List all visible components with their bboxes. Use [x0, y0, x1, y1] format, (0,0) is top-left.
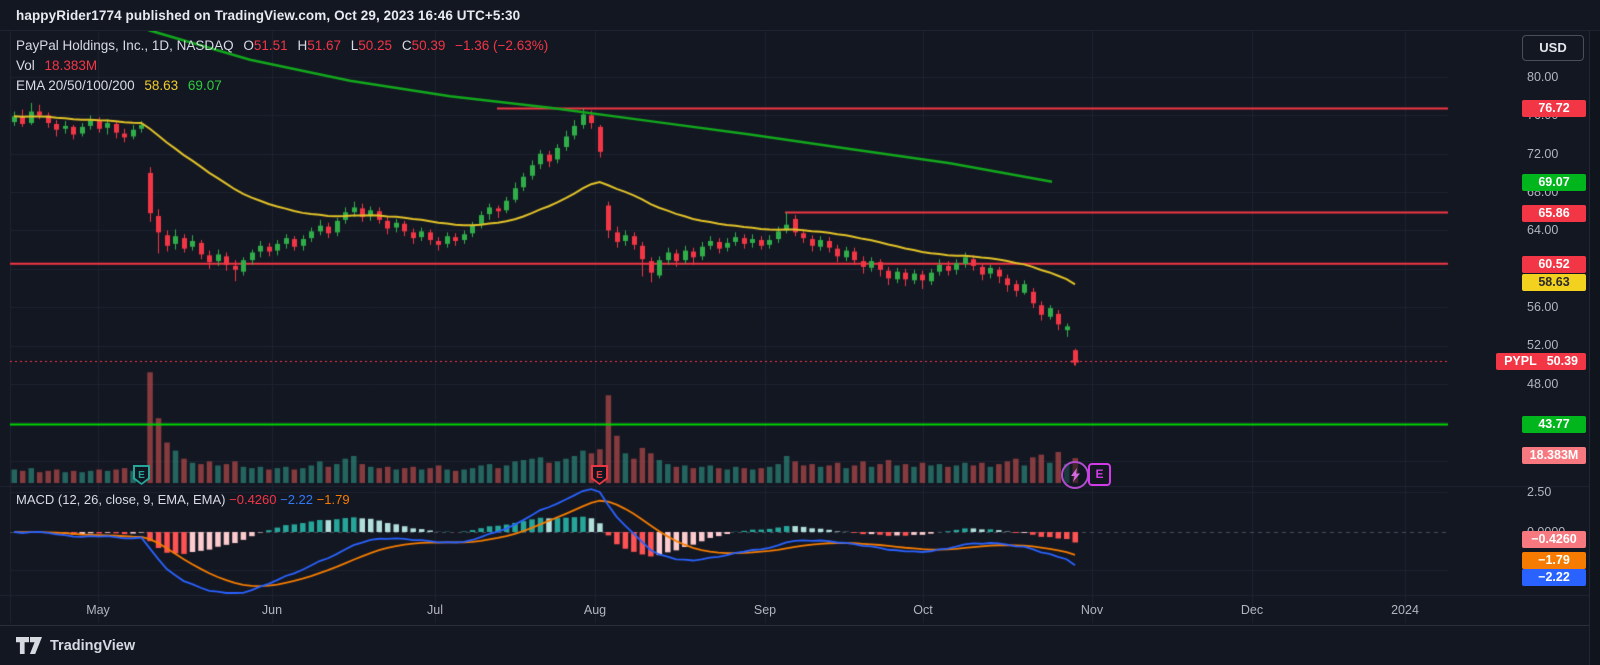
- open-label: O: [243, 38, 254, 53]
- axis-tick-label: 52.00: [1527, 338, 1559, 352]
- macd-hist-axis-label: −0.4260: [1522, 531, 1586, 548]
- last-price-value: 50.39: [1546, 354, 1578, 368]
- macd-label: MACD (12, 26, close, 9, EMA, EMA): [16, 492, 226, 507]
- macd-signal-axis-label: −1.79: [1522, 552, 1586, 569]
- time-axis-label: Nov: [1080, 603, 1104, 617]
- volume-value: 18.383M: [44, 58, 98, 73]
- lightning-icon[interactable]: [1061, 461, 1089, 489]
- macd-legend-row[interactable]: MACD (12, 26, close, 9, EMA, EMA) −0.426…: [16, 492, 350, 507]
- macd-signal-value: −1.79: [316, 492, 350, 507]
- high-value: 51.67: [307, 38, 341, 53]
- close-value: 50.39: [411, 38, 446, 53]
- ema-green-value: 69.07: [187, 78, 222, 93]
- symbol-title[interactable]: PayPal Holdings, Inc., 1D, NASDAQ: [16, 38, 234, 53]
- time-axis-label: Jun: [261, 603, 283, 617]
- low-value: 50.25: [358, 38, 393, 53]
- volume-axis-label: 18.383M: [1522, 447, 1586, 464]
- time-axis-label: 2024: [1391, 603, 1419, 617]
- low-label: L: [350, 38, 359, 53]
- right-edge-gutter: [1589, 0, 1600, 665]
- time-axis-label: Dec: [1240, 603, 1264, 617]
- time-axis-label: May: [86, 603, 110, 617]
- ticker-symbol: PYPL: [1504, 354, 1537, 368]
- close-label: C: [401, 38, 412, 53]
- earnings-icon-aug[interactable]: E: [591, 465, 608, 485]
- ema-green-price-label: 69.07: [1522, 174, 1586, 191]
- ema-yellow-price-label: 58.63: [1522, 274, 1586, 291]
- ema-label: EMA 20/50/100/200: [16, 78, 135, 93]
- tradingview-logo[interactable]: TradingView: [16, 637, 135, 654]
- resistance-price-label-6052: 60.52: [1522, 256, 1586, 273]
- tradingview-brand-text: TradingView: [50, 637, 136, 654]
- axis-tick-label: 2.50: [1527, 485, 1552, 499]
- tradingview-logo-icon: [16, 637, 42, 654]
- axis-tick-label: 64.00: [1527, 223, 1559, 237]
- open-value: 51.51: [253, 38, 288, 53]
- support-price-label-4377: 43.77: [1522, 416, 1586, 433]
- publish-info-text: happyRider1774 published on TradingView.…: [16, 7, 521, 23]
- earnings-letter: E: [135, 467, 148, 483]
- last-price-label: PYPL 50.39: [1496, 353, 1586, 370]
- change-value: −1.36 (−2.63%): [455, 38, 549, 53]
- ema-legend-row[interactable]: EMA 20/50/100/200 58.63 69.07: [16, 78, 222, 93]
- currency-toggle-button[interactable]: USD: [1522, 35, 1584, 61]
- axis-tick-label: 72.00: [1527, 147, 1559, 161]
- time-axis-label: Jul: [427, 603, 443, 617]
- macd-line-value: −2.22: [280, 492, 314, 507]
- time-axis-label: Aug: [583, 603, 607, 617]
- ema-yellow-value: 58.63: [144, 78, 179, 93]
- axis-tick-label: 80.00: [1527, 70, 1559, 84]
- symbol-legend-row[interactable]: PayPal Holdings, Inc., 1D, NASDAQ O51.51…: [16, 38, 548, 53]
- earnings-letter: E: [593, 467, 606, 483]
- footer-bar: TradingView: [0, 626, 1600, 665]
- time-axis-label: Oct: [913, 603, 933, 617]
- resistance-price-label-6586: 65.86: [1522, 205, 1586, 222]
- time-axis-label: Sep: [753, 603, 777, 617]
- upcoming-earnings-icon[interactable]: E: [1088, 463, 1111, 486]
- publish-info-bar: happyRider1774 published on TradingView.…: [0, 0, 1600, 31]
- axis-tick-label: 56.00: [1527, 300, 1559, 314]
- earnings-icon-may[interactable]: E: [133, 465, 150, 485]
- resistance-price-label-7672: 76.72: [1522, 100, 1586, 117]
- macd-line-axis-label: −2.22: [1522, 569, 1586, 586]
- high-label: H: [297, 38, 308, 53]
- axis-border: [0, 625, 1600, 626]
- time-axis[interactable]: May Jun Jul Aug Sep Oct Nov Dec 2024: [0, 595, 1600, 625]
- volume-label: Vol: [16, 58, 35, 73]
- axis-tick-label: 48.00: [1527, 377, 1559, 391]
- macd-hist-value: −0.4260: [229, 492, 277, 507]
- volume-legend-row[interactable]: Vol 18.383M: [16, 58, 97, 73]
